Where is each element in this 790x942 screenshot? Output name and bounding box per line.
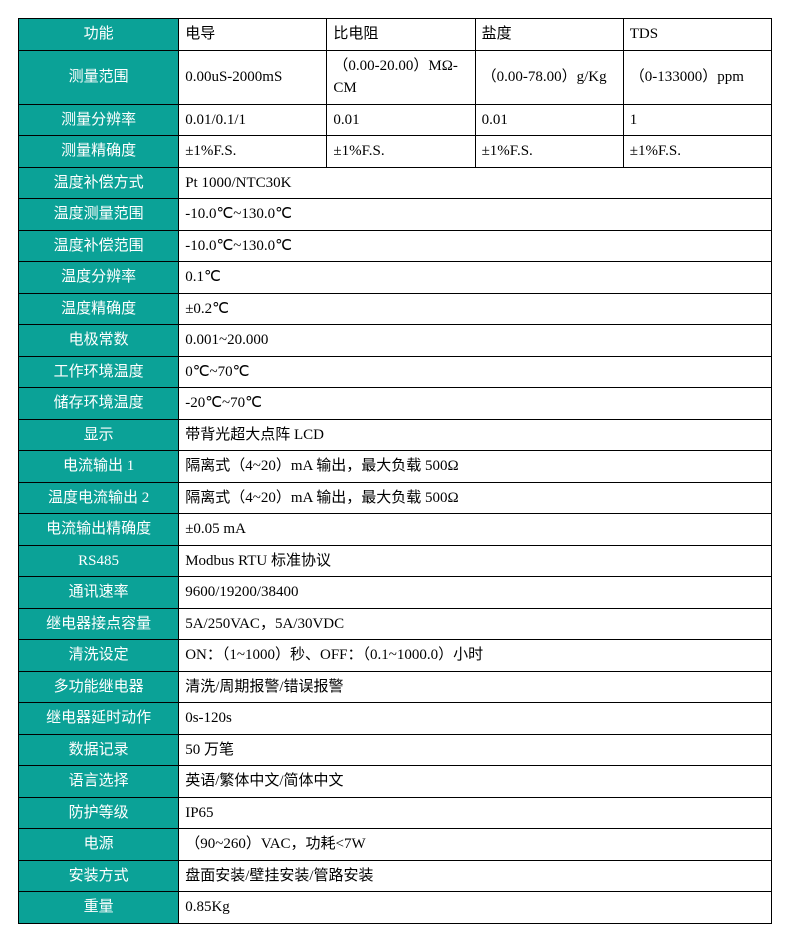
row-label: 温度精确度 xyxy=(19,293,179,325)
row-label: 测量范围 xyxy=(19,50,179,104)
cell: 清洗/周期报警/错误报警 xyxy=(179,671,772,703)
table-row: 重量 0.85Kg xyxy=(19,892,772,924)
table-row: 测量分辨率 0.01/0.1/1 0.01 0.01 1 xyxy=(19,104,772,136)
cell: 电导 xyxy=(179,19,327,51)
table-row: 数据记录 50 万笔 xyxy=(19,734,772,766)
table-row: 显示 带背光超大点阵 LCD xyxy=(19,419,772,451)
cell: 0s-120s xyxy=(179,703,772,735)
cell: （90~260）VAC，功耗<7W xyxy=(179,829,772,861)
row-label: 电流输出 1 xyxy=(19,451,179,483)
cell: （0-133000）ppm xyxy=(623,50,771,104)
cell: 盘面安装/壁挂安装/管路安装 xyxy=(179,860,772,892)
table-row: 继电器延时动作 0s-120s xyxy=(19,703,772,735)
row-label: 测量精确度 xyxy=(19,136,179,168)
table-row: 测量范围 0.00uS-2000mS （0.00-20.00）MΩ-CM （0.… xyxy=(19,50,772,104)
spec-table-body: 功能 电导 比电阻 盐度 TDS 测量范围 0.00uS-2000mS （0.0… xyxy=(19,19,772,924)
table-row: 电源 （90~260）VAC，功耗<7W xyxy=(19,829,772,861)
cell: -10.0℃~130.0℃ xyxy=(179,199,772,231)
cell: 隔离式（4~20）mA 输出，最大负载 500Ω xyxy=(179,451,772,483)
cell: 0.01 xyxy=(327,104,475,136)
table-row: 清洗设定 ON：（1~1000）秒、OFF：（0.1~1000.0）小时 xyxy=(19,640,772,672)
cell: IP65 xyxy=(179,797,772,829)
row-label: 语言选择 xyxy=(19,766,179,798)
table-row: 防护等级 IP65 xyxy=(19,797,772,829)
table-row: 安装方式 盘面安装/壁挂安装/管路安装 xyxy=(19,860,772,892)
row-label: 通讯速率 xyxy=(19,577,179,609)
table-row: 温度测量范围 -10.0℃~130.0℃ xyxy=(19,199,772,231)
cell: TDS xyxy=(623,19,771,51)
row-label: 继电器延时动作 xyxy=(19,703,179,735)
cell: 0.1℃ xyxy=(179,262,772,294)
cell: 0.01/0.1/1 xyxy=(179,104,327,136)
cell: Pt 1000/NTC30K xyxy=(179,167,772,199)
cell: -10.0℃~130.0℃ xyxy=(179,230,772,262)
row-label: 电源 xyxy=(19,829,179,861)
cell: ±1%F.S. xyxy=(475,136,623,168)
row-label: 显示 xyxy=(19,419,179,451)
table-row: 电极常数 0.001~20.000 xyxy=(19,325,772,357)
cell: Modbus RTU 标准协议 xyxy=(179,545,772,577)
table-row: 电流输出精确度 ±0.05 mA xyxy=(19,514,772,546)
table-row: 温度分辨率 0.1℃ xyxy=(19,262,772,294)
cell: 0℃~70℃ xyxy=(179,356,772,388)
cell: （0.00-78.00）g/Kg xyxy=(475,50,623,104)
table-row: 温度电流输出 2 隔离式（4~20）mA 输出，最大负载 500Ω xyxy=(19,482,772,514)
row-label: 防护等级 xyxy=(19,797,179,829)
cell: 盐度 xyxy=(475,19,623,51)
row-label: 温度测量范围 xyxy=(19,199,179,231)
table-row: 储存环境温度 -20℃~70℃ xyxy=(19,388,772,420)
table-row: 工作环境温度 0℃~70℃ xyxy=(19,356,772,388)
table-row: 功能 电导 比电阻 盐度 TDS xyxy=(19,19,772,51)
row-label: 测量分辨率 xyxy=(19,104,179,136)
cell: 0.01 xyxy=(475,104,623,136)
row-label: 功能 xyxy=(19,19,179,51)
row-label: 重量 xyxy=(19,892,179,924)
cell: ±1%F.S. xyxy=(179,136,327,168)
table-row: 多功能继电器 清洗/周期报警/错误报警 xyxy=(19,671,772,703)
table-row: 温度补偿范围 -10.0℃~130.0℃ xyxy=(19,230,772,262)
row-label: 温度补偿方式 xyxy=(19,167,179,199)
spec-table: 功能 电导 比电阻 盐度 TDS 测量范围 0.00uS-2000mS （0.0… xyxy=(18,18,772,924)
cell: ±1%F.S. xyxy=(623,136,771,168)
row-label: 电极常数 xyxy=(19,325,179,357)
row-label: 温度电流输出 2 xyxy=(19,482,179,514)
table-row: 温度补偿方式 Pt 1000/NTC30K xyxy=(19,167,772,199)
cell: 1 xyxy=(623,104,771,136)
row-label: 工作环境温度 xyxy=(19,356,179,388)
row-label: 储存环境温度 xyxy=(19,388,179,420)
cell: ±0.05 mA xyxy=(179,514,772,546)
table-row: 测量精确度 ±1%F.S. ±1%F.S. ±1%F.S. ±1%F.S. xyxy=(19,136,772,168)
table-row: 电流输出 1 隔离式（4~20）mA 输出，最大负载 500Ω xyxy=(19,451,772,483)
row-label: 清洗设定 xyxy=(19,640,179,672)
cell: ±0.2℃ xyxy=(179,293,772,325)
row-label: 温度补偿范围 xyxy=(19,230,179,262)
table-row: 通讯速率 9600/19200/38400 xyxy=(19,577,772,609)
cell: 9600/19200/38400 xyxy=(179,577,772,609)
cell: 隔离式（4~20）mA 输出，最大负载 500Ω xyxy=(179,482,772,514)
cell: ON：（1~1000）秒、OFF：（0.1~1000.0）小时 xyxy=(179,640,772,672)
cell: ±1%F.S. xyxy=(327,136,475,168)
cell: 英语/繁体中文/简体中文 xyxy=(179,766,772,798)
row-label: 多功能继电器 xyxy=(19,671,179,703)
cell: 带背光超大点阵 LCD xyxy=(179,419,772,451)
cell: （0.00-20.00）MΩ-CM xyxy=(327,50,475,104)
row-label: 电流输出精确度 xyxy=(19,514,179,546)
cell: 5A/250VAC，5A/30VDC xyxy=(179,608,772,640)
cell: 0.00uS-2000mS xyxy=(179,50,327,104)
row-label: 数据记录 xyxy=(19,734,179,766)
table-row: 继电器接点容量 5A/250VAC，5A/30VDC xyxy=(19,608,772,640)
cell: 0.001~20.000 xyxy=(179,325,772,357)
table-row: RS485 Modbus RTU 标准协议 xyxy=(19,545,772,577)
cell: 0.85Kg xyxy=(179,892,772,924)
row-label: 安装方式 xyxy=(19,860,179,892)
cell: 50 万笔 xyxy=(179,734,772,766)
cell: -20℃~70℃ xyxy=(179,388,772,420)
row-label: 温度分辨率 xyxy=(19,262,179,294)
row-label: 继电器接点容量 xyxy=(19,608,179,640)
row-label: RS485 xyxy=(19,545,179,577)
table-row: 语言选择 英语/繁体中文/简体中文 xyxy=(19,766,772,798)
cell: 比电阻 xyxy=(327,19,475,51)
table-row: 温度精确度 ±0.2℃ xyxy=(19,293,772,325)
